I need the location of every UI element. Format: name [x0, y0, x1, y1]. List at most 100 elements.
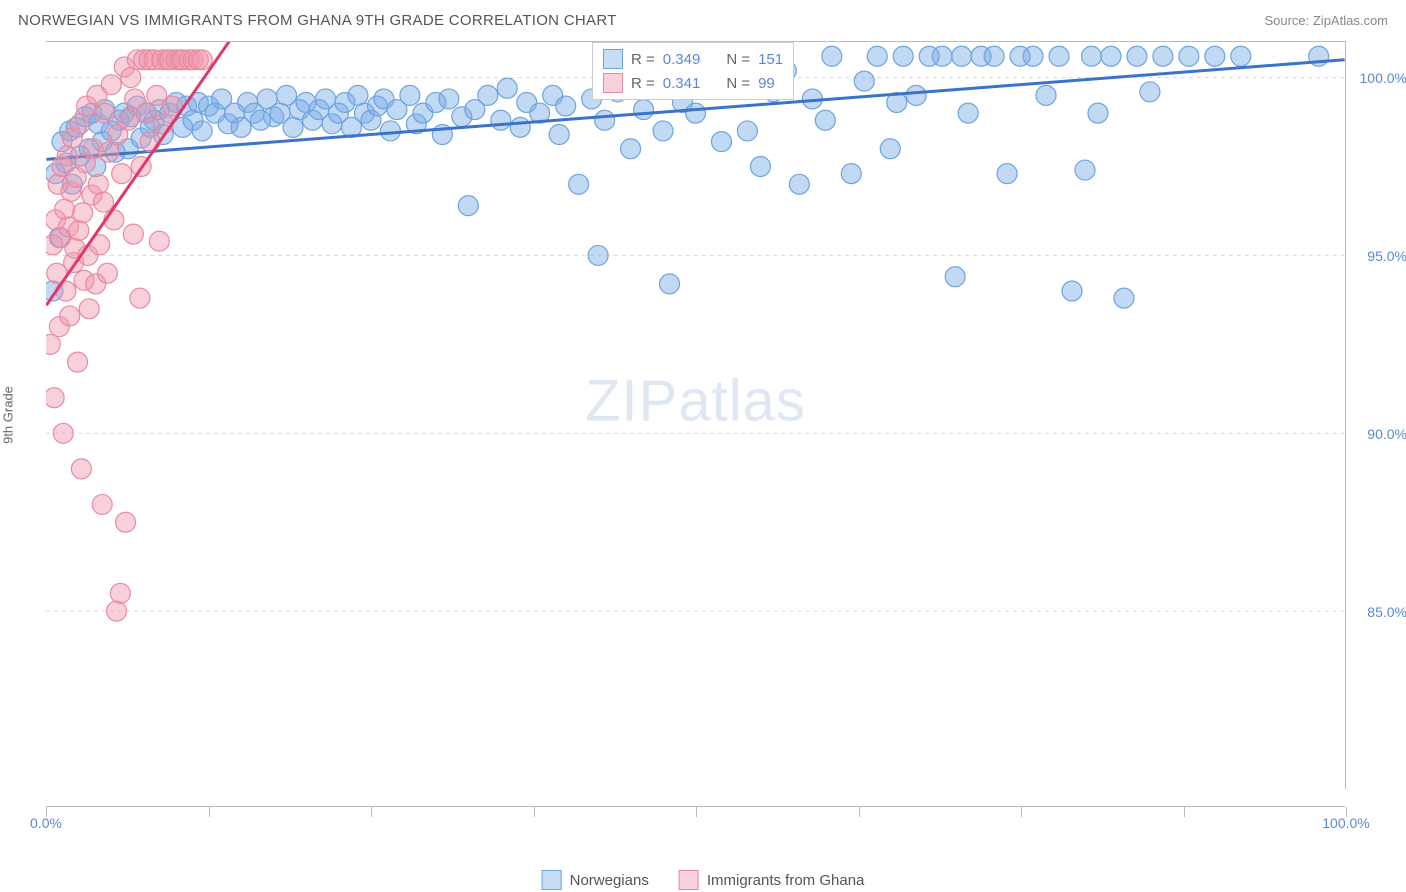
data-point	[46, 334, 60, 354]
data-point	[686, 103, 706, 123]
chart-container: 9th Grade ZIPatlas R =0.349N =151R =0.34…	[18, 41, 1388, 789]
data-point	[1049, 46, 1069, 66]
stats-row: R =0.349N =151	[593, 47, 793, 71]
data-point	[815, 110, 835, 130]
legend-swatch	[679, 870, 699, 890]
data-point	[130, 288, 150, 308]
data-point	[1127, 46, 1147, 66]
data-point	[73, 203, 93, 223]
x-tick-mark	[696, 807, 697, 817]
data-point	[737, 121, 757, 141]
x-tick-mark	[534, 807, 535, 817]
data-point	[56, 281, 76, 301]
data-point	[1075, 160, 1095, 180]
data-point	[549, 124, 569, 144]
data-point	[653, 121, 673, 141]
data-point	[57, 146, 77, 166]
data-point	[69, 221, 89, 241]
data-point	[94, 192, 114, 212]
data-point	[867, 46, 887, 66]
data-point	[1140, 82, 1160, 102]
data-point	[588, 245, 608, 265]
legend-swatch	[603, 73, 623, 93]
data-point	[556, 96, 576, 116]
legend-label: Norwegians	[570, 872, 649, 889]
stat-r-value: 0.341	[663, 75, 701, 92]
data-point	[192, 121, 212, 141]
data-point	[92, 494, 112, 514]
data-point	[118, 110, 138, 130]
data-point	[400, 85, 420, 105]
stat-r-label: R =	[631, 51, 655, 68]
data-point	[121, 68, 141, 88]
data-point	[439, 89, 459, 109]
x-tick-label: 0.0%	[30, 815, 62, 831]
data-point	[1062, 281, 1082, 301]
data-point	[822, 46, 842, 66]
data-point	[101, 75, 121, 95]
y-tick-label: 100.0%	[1360, 70, 1406, 86]
stat-n-label: N =	[726, 75, 750, 92]
legend: Norwegians Immigrants from Ghana	[542, 870, 865, 890]
data-point	[1023, 46, 1043, 66]
data-point	[478, 85, 498, 105]
x-tick-label: 100.0%	[1322, 815, 1369, 831]
stat-n-value: 151	[758, 51, 783, 68]
data-point	[60, 306, 80, 326]
y-tick-label: 95.0%	[1367, 248, 1406, 264]
x-tick-mark	[1184, 807, 1185, 817]
data-point	[348, 85, 368, 105]
x-tick-mark	[371, 807, 372, 817]
data-point	[458, 196, 478, 216]
data-point	[53, 423, 73, 443]
data-point	[149, 231, 169, 251]
data-point	[491, 110, 511, 130]
data-point	[1101, 46, 1121, 66]
legend-swatch	[542, 870, 562, 890]
data-point	[984, 46, 1004, 66]
data-point	[893, 46, 913, 66]
data-point	[123, 224, 143, 244]
legend-item: Immigrants from Ghana	[679, 870, 865, 890]
source-attribution: Source: ZipAtlas.com	[1264, 13, 1388, 28]
data-point	[1114, 288, 1134, 308]
data-point	[1081, 46, 1101, 66]
data-point	[140, 132, 160, 152]
data-point	[841, 164, 861, 184]
stat-n-value: 99	[758, 75, 775, 92]
data-point	[1153, 46, 1173, 66]
data-point	[88, 174, 108, 194]
data-point	[112, 164, 132, 184]
data-point	[99, 142, 119, 162]
data-point	[1179, 46, 1199, 66]
scatter-plot-svg	[46, 42, 1345, 789]
data-point	[1231, 46, 1251, 66]
data-point	[153, 114, 173, 134]
data-point	[116, 512, 136, 532]
stats-row: R = 0.341 N = 99	[593, 71, 793, 95]
data-point	[854, 71, 874, 91]
chart-title: NORWEGIAN VS IMMIGRANTS FROM GHANA 9TH G…	[18, 12, 617, 29]
data-point	[945, 267, 965, 287]
data-point	[789, 174, 809, 194]
data-point	[660, 274, 680, 294]
data-point	[1088, 103, 1108, 123]
data-point	[380, 121, 400, 141]
x-tick-mark	[859, 807, 860, 817]
data-point	[283, 117, 303, 137]
data-point	[595, 110, 615, 130]
legend-item: Norwegians	[542, 870, 649, 890]
data-point	[68, 352, 88, 372]
data-point	[958, 103, 978, 123]
data-point	[880, 139, 900, 159]
x-tick-mark	[1021, 807, 1022, 817]
data-point	[95, 103, 115, 123]
data-point	[510, 117, 530, 137]
stats-box: R = 0.349 N = 151 R = 0.341 N = 99	[592, 42, 794, 100]
legend-swatch	[603, 49, 623, 69]
data-point	[192, 50, 212, 70]
stat-r-value: 0.349	[663, 51, 701, 68]
data-point	[106, 601, 126, 621]
stat-r-label: R =	[631, 75, 655, 92]
data-point	[71, 459, 91, 479]
